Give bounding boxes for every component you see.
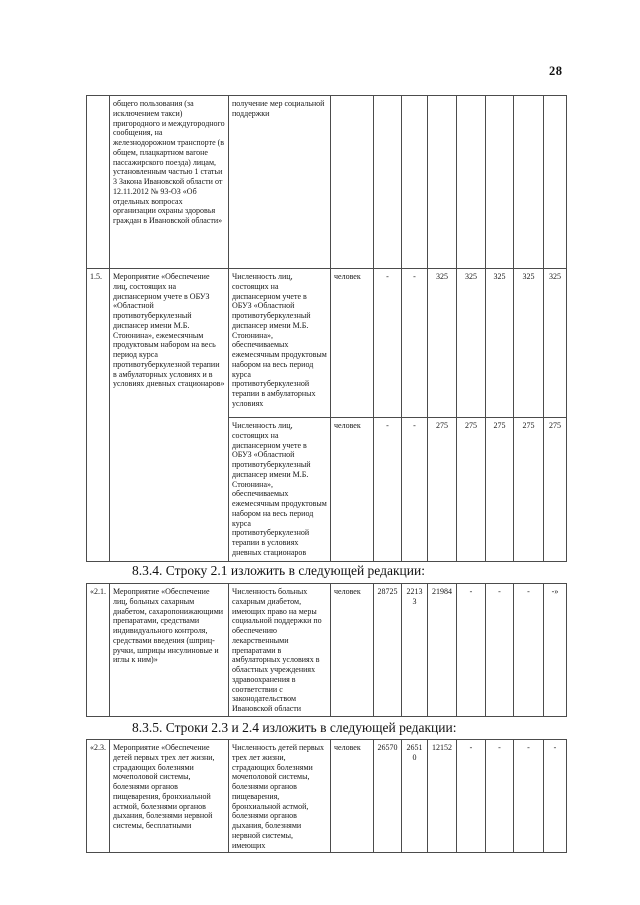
row-number-cell: [86, 95, 110, 269]
row-number-cell: 1.5.: [86, 268, 110, 562]
section-heading-8-3-5: 8.3.5. Строки 2.3 и 2.4 изложить в следу…: [132, 720, 457, 735]
value-cell: [427, 95, 457, 269]
row-number-cell: «2.1.: [86, 583, 110, 717]
unit-cell: человек: [330, 583, 374, 717]
page-number: 28: [549, 64, 563, 78]
value-cell: [513, 95, 544, 269]
value-cell: -»: [543, 583, 567, 717]
table-row: «2.3. Мероприятие «Обеспечение детей пер…: [86, 738, 567, 854]
value-cell: -: [485, 583, 514, 717]
value-cell: -: [543, 738, 567, 854]
value-cell: 12152: [427, 738, 457, 854]
value-cell: 26570: [373, 738, 402, 854]
value-cell: 22133: [401, 583, 428, 717]
value-cell: 325: [543, 268, 567, 418]
section-heading-8-3-4: 8.3.4. Строку 2.1 изложить в следующей р…: [132, 563, 425, 578]
activity-cell: Мероприятие «Обеспечение лиц, состоящих …: [109, 268, 229, 562]
value-cell: 275: [456, 417, 486, 562]
table-top-continuation: общего пользования (за исключением такси…: [86, 95, 567, 562]
activity-cell: общего пользования (за исключением такси…: [109, 95, 229, 269]
value-cell: [543, 95, 567, 269]
value-cell: 21984: [427, 583, 457, 717]
table-row: 1.5. Мероприятие «Обеспечение лиц, состо…: [86, 268, 567, 562]
unit-cell: человек: [330, 417, 374, 562]
value-cell: -: [513, 583, 544, 717]
unit-cell: человек: [330, 268, 374, 418]
value-cell: 325: [427, 268, 457, 418]
unit-cell: человек: [330, 738, 374, 854]
indicator-cell: Численность больных сахарным диабетом, и…: [228, 583, 331, 717]
row-number-cell: «2.3.: [86, 738, 110, 854]
activity-cell: Мероприятие «Обеспечение детей первых тр…: [109, 738, 229, 854]
value-cell: -: [373, 268, 402, 418]
amendment-table-row-2-1: «2.1. Мероприятие «Обеспечение лиц, боль…: [86, 583, 567, 717]
indicator-cell: получение мер социальной поддержки: [228, 95, 331, 269]
value-cell: 325: [513, 268, 544, 418]
value-cell: -: [485, 738, 514, 854]
table-row: «2.1. Мероприятие «Обеспечение лиц, боль…: [86, 583, 567, 717]
value-cell: 28725: [373, 583, 402, 717]
value-cell: 325: [456, 268, 486, 418]
value-cell: 275: [427, 417, 457, 562]
value-cell: 325: [485, 268, 514, 418]
value-cell: -: [401, 268, 428, 418]
value-cell: [485, 95, 514, 269]
indicator-cell: Численность детей первых трех лет жизни,…: [228, 738, 331, 854]
value-cell: -: [456, 738, 486, 854]
value-cell: [373, 95, 402, 269]
value-cell: 275: [543, 417, 567, 562]
activity-cell: Мероприятие «Обеспечение лиц, больных са…: [109, 583, 229, 717]
table-row: Численность лиц, состоящих на диспансерн…: [87, 417, 567, 562]
value-cell: 26510: [401, 738, 428, 854]
amendment-table-row-2-3: «2.3. Мероприятие «Обеспечение детей пер…: [86, 738, 567, 854]
value-cell: -: [456, 583, 486, 717]
indicator-cell: Численность лиц, состоящих на диспансерн…: [228, 268, 331, 418]
value-cell: -: [513, 738, 544, 854]
value-cell: [456, 95, 486, 269]
table-row: общего пользования (за исключением такси…: [86, 95, 567, 269]
indicator-cell: Численность лиц, состоящих на диспансерн…: [228, 417, 331, 562]
value-cell: -: [401, 417, 428, 562]
value-cell: 275: [485, 417, 514, 562]
value-cell: [401, 95, 428, 269]
value-cell: -: [373, 417, 402, 562]
unit-cell: [330, 95, 374, 269]
value-cell: 275: [513, 417, 544, 562]
